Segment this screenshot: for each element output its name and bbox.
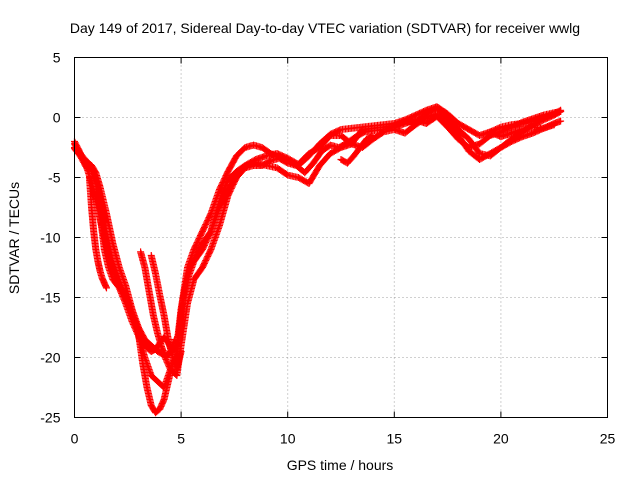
data-point bbox=[177, 348, 185, 355]
x-tick-label: 0 bbox=[71, 431, 79, 447]
data-point bbox=[369, 132, 377, 139]
series-6 bbox=[137, 248, 179, 361]
x-axis-label: GPS time / hours bbox=[287, 457, 394, 473]
y-tick-label: -10 bbox=[40, 230, 60, 246]
y-axis-ticks: -25 -20 -15 -10 -5 0 5 bbox=[40, 50, 608, 426]
x-tick-label: 10 bbox=[280, 431, 296, 447]
series-7 bbox=[147, 252, 185, 373]
data-point bbox=[368, 132, 376, 140]
data-points bbox=[71, 103, 565, 417]
data-point bbox=[171, 336, 179, 343]
data-point bbox=[550, 121, 558, 129]
y-tick-label: -25 bbox=[40, 410, 60, 426]
x-tick-label: 5 bbox=[177, 431, 185, 447]
data-point bbox=[102, 284, 110, 292]
data-point bbox=[555, 108, 563, 116]
chart-title: Day 149 of 2017, Sidereal Day-to-day VTE… bbox=[70, 20, 580, 36]
y-tick-label: -5 bbox=[48, 170, 61, 186]
y-axis-label: SDTVAR / TECUs bbox=[6, 182, 22, 294]
x-axis-ticks: 0 5 10 15 20 25 bbox=[71, 57, 616, 447]
x-tick-label: 15 bbox=[387, 431, 403, 447]
series-5 bbox=[85, 174, 110, 292]
data-point bbox=[557, 117, 565, 125]
grid-lines bbox=[74, 57, 608, 418]
x-tick-label: 25 bbox=[600, 431, 616, 447]
series-9 bbox=[337, 132, 377, 167]
x-tick-label: 20 bbox=[493, 431, 509, 447]
data-point bbox=[557, 108, 565, 115]
y-tick-label: -20 bbox=[40, 350, 60, 366]
series-8 bbox=[486, 121, 558, 141]
y-tick-label: -15 bbox=[40, 290, 60, 306]
y-tick-label: 0 bbox=[53, 110, 61, 126]
y-tick-label: 5 bbox=[53, 50, 61, 66]
